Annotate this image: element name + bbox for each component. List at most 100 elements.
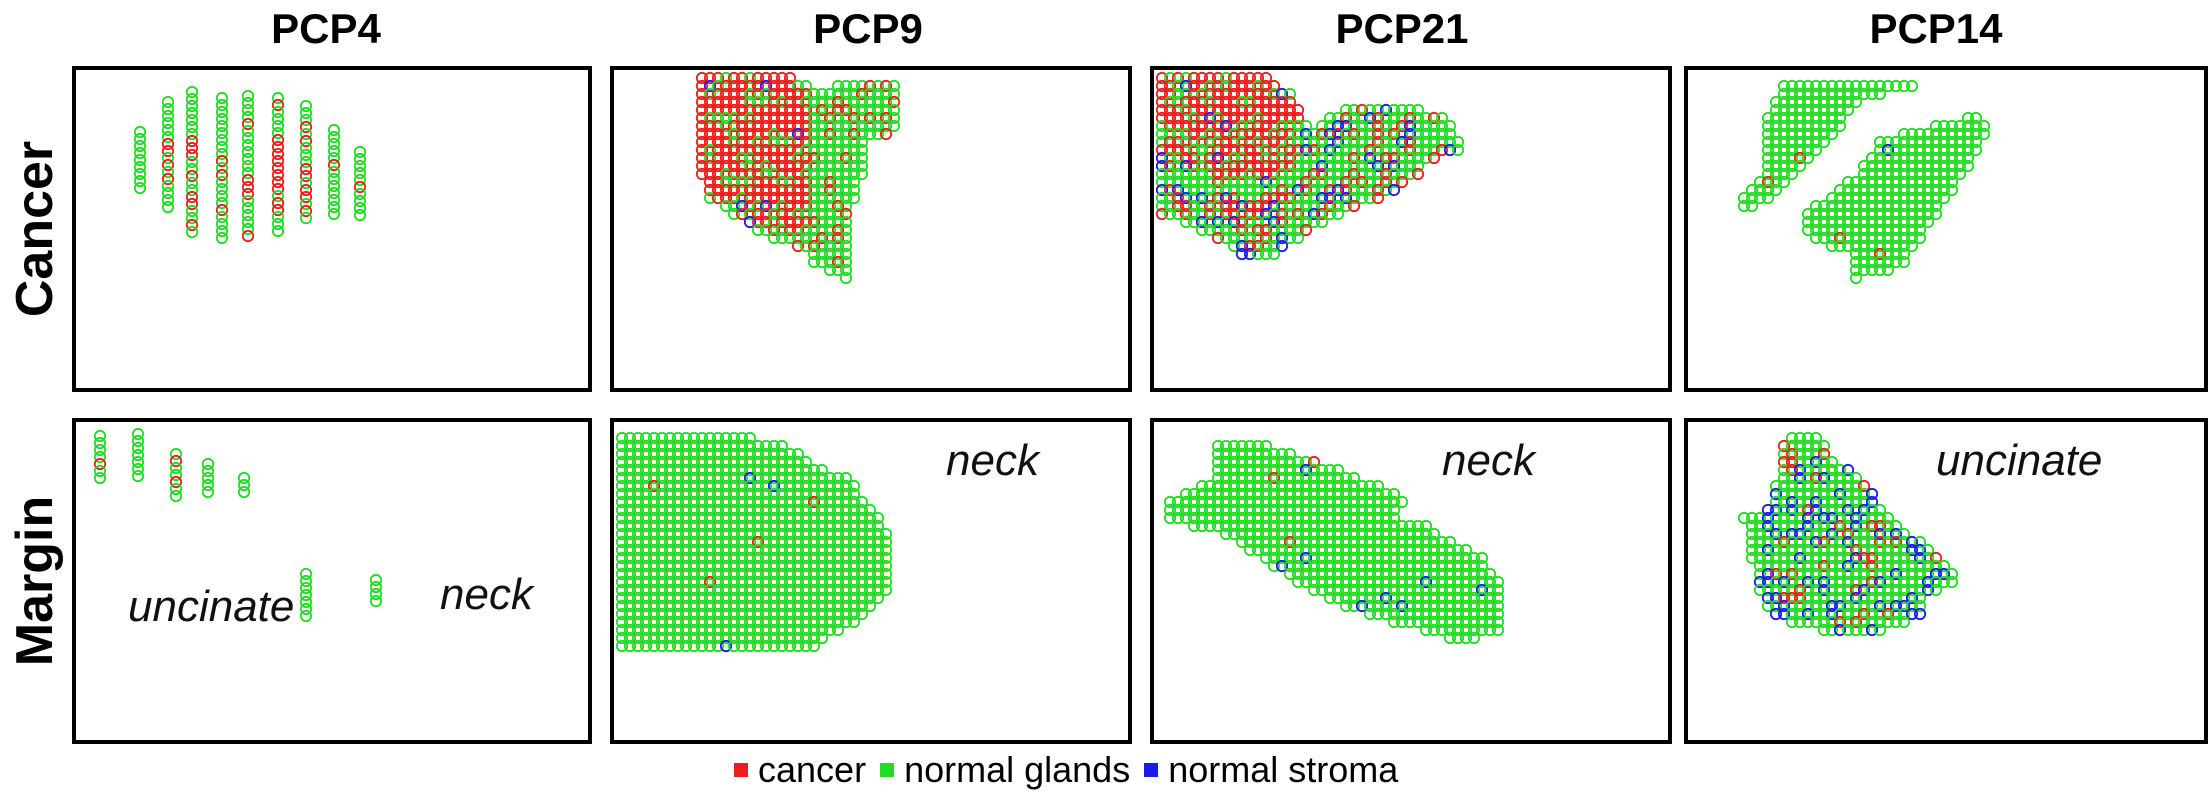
spot-map-pcp9-cancer	[695, 71, 901, 285]
tissue-spot	[639, 615, 653, 629]
tissue-spot	[855, 607, 869, 621]
tissue-spot	[1419, 119, 1433, 133]
tissue-spot	[1211, 455, 1225, 469]
tissue-spot	[807, 487, 821, 501]
tissue-spot	[1897, 175, 1911, 189]
tissue-spot	[1745, 519, 1759, 533]
tissue-spot	[1793, 455, 1807, 469]
tissue-spot	[1347, 103, 1361, 117]
tissue-spot	[743, 431, 757, 445]
tissue-spot	[735, 95, 749, 109]
tissue-spot	[1745, 527, 1759, 541]
tissue-spot	[1371, 511, 1385, 525]
tissue-spot	[751, 71, 765, 85]
tissue-spot	[807, 239, 821, 253]
tissue-spot	[1881, 575, 1895, 589]
tissue-spot	[631, 543, 645, 557]
tissue-spot	[241, 103, 255, 117]
tissue-spot	[1411, 527, 1425, 541]
tissue-spot	[679, 503, 693, 517]
tissue-spot	[1299, 159, 1313, 173]
tissue-spot	[847, 575, 861, 589]
tissue-spot	[1419, 567, 1433, 581]
tissue-spot	[1793, 567, 1807, 581]
tissue-spot	[1267, 447, 1281, 461]
tissue-spot	[1411, 151, 1425, 165]
tissue-spot	[1841, 623, 1855, 637]
tissue-spot	[1913, 551, 1927, 565]
tissue-spot	[1363, 567, 1377, 581]
tissue-spot	[767, 575, 781, 589]
tissue-spot	[1435, 551, 1449, 565]
tissue-spot	[655, 439, 669, 453]
tissue-spot	[719, 447, 733, 461]
tissue-spot	[1219, 471, 1233, 485]
tissue-spot	[751, 543, 765, 557]
tissue-spot	[1785, 495, 1799, 509]
tissue-spot	[863, 543, 877, 557]
tissue-spot	[1865, 231, 1879, 245]
tissue-spot	[1929, 583, 1943, 597]
tissue-spot	[727, 551, 741, 565]
tissue-spot	[727, 135, 741, 149]
tissue-spot	[695, 111, 709, 125]
tissue-spot	[1211, 215, 1225, 229]
tissue-spot	[847, 135, 861, 149]
tissue-spot	[1227, 511, 1241, 525]
tissue-spot	[663, 479, 677, 493]
tissue-spot	[1793, 431, 1807, 445]
tissue-spot	[1163, 511, 1177, 525]
tissue-spot	[1315, 143, 1329, 157]
tissue-spot	[1307, 535, 1321, 549]
tissue-spot	[863, 591, 877, 605]
tissue-spot	[695, 87, 709, 101]
tissue-spot	[1243, 543, 1257, 557]
tissue-spot	[719, 127, 733, 141]
tissue-spot	[711, 503, 725, 517]
tissue-spot	[1435, 607, 1449, 621]
tissue-spot	[791, 143, 805, 157]
tissue-spot	[1793, 159, 1807, 173]
tissue-spot	[1777, 175, 1791, 189]
tissue-spot	[623, 567, 637, 581]
tissue-spot	[759, 631, 773, 645]
tissue-spot	[1777, 487, 1791, 501]
tissue-spot	[743, 471, 757, 485]
tissue-spot	[1833, 463, 1847, 477]
tissue-spot	[783, 135, 797, 149]
tissue-spot	[1817, 519, 1831, 533]
tissue-spot	[615, 431, 629, 445]
tissue-spot	[639, 495, 653, 509]
tissue-spot	[679, 567, 693, 581]
tissue-spot	[1761, 511, 1775, 525]
tissue-spot	[1219, 111, 1233, 125]
tissue-spot	[679, 583, 693, 597]
tissue-spot	[815, 127, 829, 141]
tissue-spot	[751, 167, 765, 181]
tissue-spot	[631, 639, 645, 653]
tissue-spot	[847, 487, 861, 501]
tissue-spot	[1307, 463, 1321, 477]
tissue-spot	[1427, 535, 1441, 549]
tissue-spot	[1921, 551, 1935, 565]
tissue-spot	[1219, 215, 1233, 229]
tissue-spot	[767, 167, 781, 181]
tissue-spot	[735, 175, 749, 189]
tissue-spot	[871, 527, 885, 541]
tissue-spot	[1203, 183, 1217, 197]
tissue-spot	[871, 79, 885, 93]
tissue-spot	[1769, 159, 1783, 173]
tissue-spot	[631, 599, 645, 613]
tissue-spot	[1235, 215, 1249, 229]
tissue-spot	[703, 111, 717, 125]
tissue-spot	[855, 151, 869, 165]
tissue-spot	[1841, 527, 1855, 541]
tissue-spot	[1443, 535, 1457, 549]
tissue-spot	[1171, 511, 1185, 525]
tissue-spot	[1857, 175, 1871, 189]
tissue-spot	[1921, 215, 1935, 229]
tissue-spot	[1387, 143, 1401, 157]
tissue-spot	[759, 175, 773, 189]
tissue-spot	[759, 607, 773, 621]
tissue-spot	[711, 591, 725, 605]
